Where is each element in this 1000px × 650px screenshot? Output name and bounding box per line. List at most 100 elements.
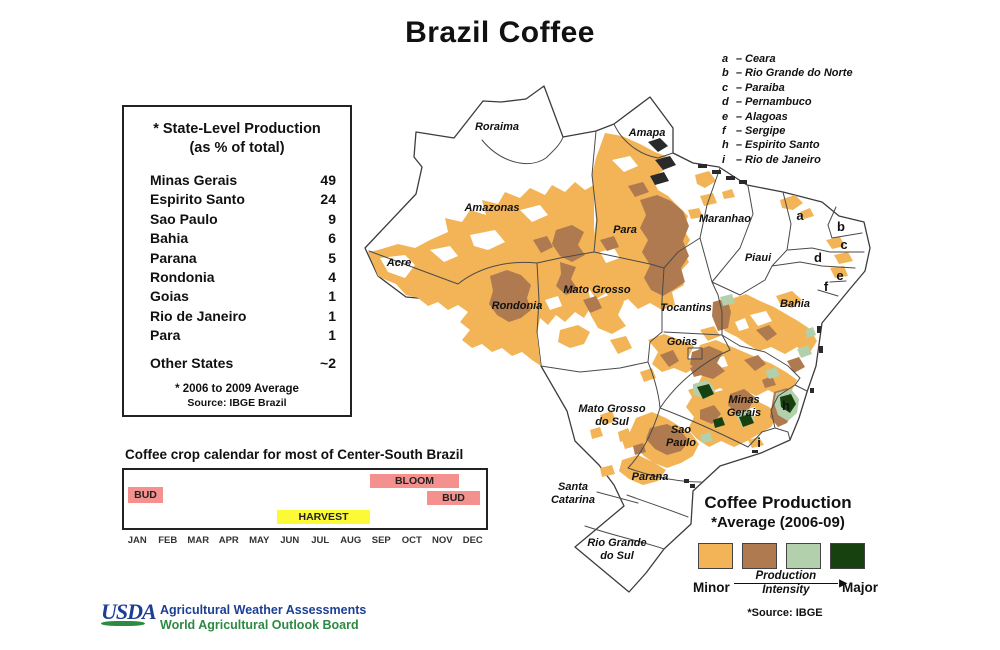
key-letter: d bbox=[722, 96, 729, 109]
map-label-piaui: Piaui bbox=[745, 252, 772, 264]
map-label-mato-grosso-do-sul: Mato Grosso bbox=[578, 403, 646, 415]
month-tick: APR bbox=[218, 535, 239, 546]
key-item: e – Alagoas bbox=[722, 110, 853, 124]
key-letter: i bbox=[722, 153, 726, 166]
page-title: Brazil Coffee bbox=[405, 16, 595, 49]
key-letter: f bbox=[722, 125, 726, 138]
month-tick: FEB bbox=[158, 535, 178, 546]
production-patches-minor bbox=[368, 133, 853, 485]
state-name: Other States bbox=[150, 354, 234, 371]
usda-logo: USDA bbox=[101, 599, 157, 624]
key-dash: – bbox=[735, 81, 743, 94]
table-row: Bahia 6 bbox=[150, 229, 336, 248]
month-tick: JAN bbox=[127, 535, 147, 546]
state-letter-markers: a b c d e f h i bbox=[757, 208, 847, 450]
map-label-sao-paulo: Sao bbox=[671, 424, 691, 436]
key-item: h – Espirito Santo bbox=[722, 138, 853, 152]
coastal-features bbox=[648, 138, 823, 488]
state-value: 1 bbox=[328, 307, 336, 324]
legend-major-label: Major bbox=[841, 580, 878, 595]
calendar-bar-bud-late: BUD bbox=[427, 491, 480, 505]
map-label-mato-grosso: Mato Grosso bbox=[563, 284, 631, 296]
map-label-parana: Parana bbox=[632, 471, 669, 483]
state-value: 1 bbox=[328, 327, 336, 344]
month-tick: MAR bbox=[187, 535, 210, 546]
state-name: Sao Paulo bbox=[150, 210, 218, 227]
usda-logo-swoosh bbox=[101, 621, 145, 626]
month-tick: JUL bbox=[311, 535, 330, 546]
legend-subtitle: *Average (2006-09) bbox=[711, 514, 845, 531]
map-label-minas-gerais: Minas bbox=[728, 394, 759, 406]
map-label-santa-catarina: Santa bbox=[558, 481, 588, 493]
key-item: b – Rio Grande do Norte bbox=[722, 66, 853, 80]
production-footnote: * 2006 to 2009 Average bbox=[175, 383, 299, 396]
legend-swatch-moderate bbox=[742, 543, 777, 569]
state-borders bbox=[368, 123, 865, 550]
map-label-minas-gerais-2: Gerais bbox=[727, 407, 761, 419]
calendar-bar-bloom: BLOOM bbox=[370, 474, 459, 488]
production-panel-title: * State-Level Production (as % of total) bbox=[124, 120, 350, 158]
legend-intensity-top: Production ▶ bbox=[733, 570, 847, 589]
month-tick: NOV bbox=[431, 535, 453, 546]
map-letter-h: h bbox=[782, 398, 790, 413]
legend-source: *Source: IBGE bbox=[747, 607, 823, 619]
map-label-sao-paulo-2: Paulo bbox=[666, 437, 696, 449]
map-label-santa-catarina-2: Catarina bbox=[551, 494, 595, 506]
legend-scale-labels: Minor Production ▶ Intensity Major bbox=[693, 570, 878, 596]
state-labels: Roraima Amapa Amazonas Para Acre Rondoni… bbox=[386, 121, 810, 562]
map-letter-c: c bbox=[840, 237, 847, 252]
table-row: Sao Paulo 9 bbox=[150, 210, 336, 229]
calendar-bar-bud-early: BUD bbox=[128, 487, 163, 503]
legend-minor-label: Minor bbox=[693, 580, 730, 595]
production-table: Minas Gerais 49 Espirito Santo 24 Sao Paul… bbox=[150, 171, 336, 373]
key-state-name: Alagoas bbox=[745, 110, 788, 123]
map-label-rondonia: Rondonia bbox=[492, 300, 543, 312]
legend-intensity-label: Production ▶ Intensity bbox=[733, 570, 847, 596]
month-tick: MAY bbox=[249, 535, 270, 546]
key-letter: h bbox=[722, 139, 729, 152]
month-tick: SEP bbox=[371, 535, 391, 546]
key-letter: c bbox=[722, 81, 729, 94]
map-label-bahia: Bahia bbox=[780, 298, 810, 310]
legend-swatch-high bbox=[786, 543, 821, 569]
state-name: Rio de Janeiro bbox=[150, 307, 247, 324]
table-row: Minas Gerais 49 bbox=[150, 171, 336, 190]
map-letter-d: d bbox=[814, 250, 822, 265]
map-label-amazonas: Amazonas bbox=[463, 202, 519, 214]
key-dash: – bbox=[735, 139, 743, 152]
legend-swatch-major bbox=[830, 543, 865, 569]
legend-title: Coffee Production bbox=[704, 493, 852, 512]
state-value: 6 bbox=[328, 230, 336, 247]
production-title-line1: * State-Level Production bbox=[153, 121, 321, 137]
state-name: Bahia bbox=[150, 230, 189, 247]
key-item: f – Sergipe bbox=[722, 124, 853, 138]
state-value: 24 bbox=[320, 191, 336, 208]
legend-intensity-bottom: Intensity bbox=[762, 584, 810, 596]
state-name: Goias bbox=[150, 288, 189, 305]
month-tick: DEC bbox=[462, 535, 483, 546]
production-title-line2: (as % of total) bbox=[189, 140, 285, 156]
state-value: 9 bbox=[328, 210, 336, 227]
key-item: i – Rio de Janeiro bbox=[722, 153, 853, 167]
map-letter-i: i bbox=[757, 435, 761, 450]
footer-agency-line2: World Agricultural Outlook Board bbox=[160, 618, 359, 632]
state-name: Parana bbox=[150, 249, 197, 266]
map-letter-b: b bbox=[837, 219, 845, 234]
key-letter: a bbox=[722, 53, 729, 65]
calendar-title: Coffee crop calendar for most of Center-… bbox=[125, 447, 464, 462]
table-row: Espirito Santo 24 bbox=[150, 190, 336, 209]
production-source: Source: IBGE Brazil bbox=[187, 397, 287, 410]
state-value: 4 bbox=[328, 269, 336, 286]
key-dash: – bbox=[735, 125, 743, 138]
key-dash: – bbox=[735, 53, 743, 65]
map-label-tocantins: Tocantins bbox=[660, 302, 712, 314]
state-production-panel: * State-Level Production (as % of total)… bbox=[122, 105, 352, 417]
key-state-name: Espirito Santo bbox=[745, 139, 820, 152]
month-tick: AUG bbox=[340, 535, 362, 546]
state-name: Minas Gerais bbox=[150, 172, 238, 188]
key-dash: – bbox=[735, 153, 743, 166]
key-item: a – Ceara bbox=[722, 52, 853, 66]
map-label-goias: Goias bbox=[667, 336, 698, 348]
arrow-right-icon: ▶ bbox=[839, 578, 847, 589]
